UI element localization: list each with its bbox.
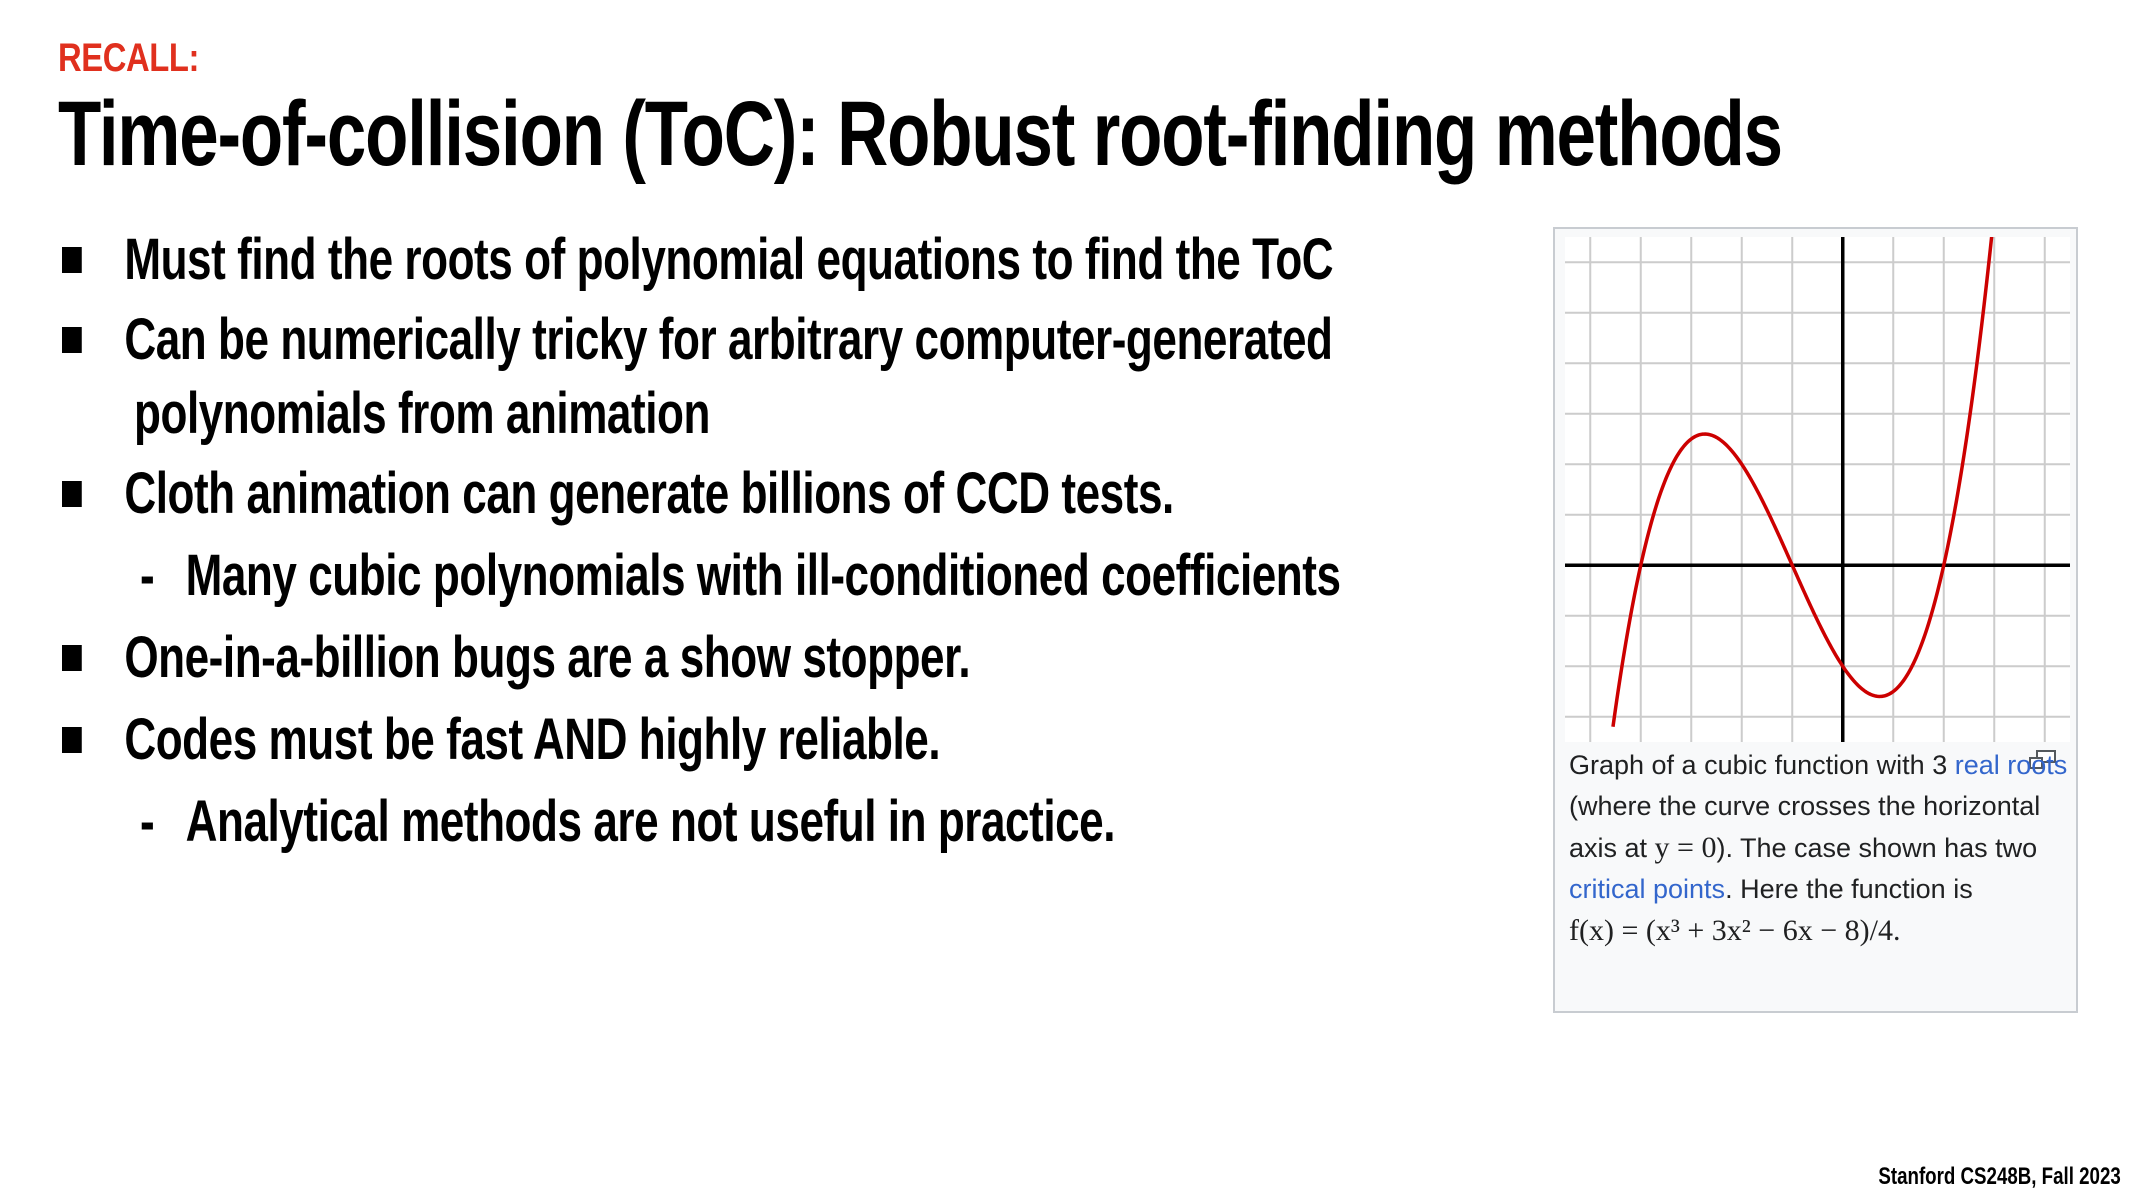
real-roots-link[interactable]: real roots [1954, 750, 2068, 780]
critical-points-link[interactable]: critical points [1569, 874, 1726, 904]
enlarge-icon[interactable] [2028, 749, 2058, 771]
square-bullet-icon [62, 644, 82, 671]
kicker: RECALL: [58, 36, 200, 80]
caption-text: ). The case shown has two [1716, 833, 2038, 863]
bullet-text: Can be numerically tricky for arbitrary … [124, 307, 1333, 372]
bullet-text: Analytical methods are not useful in pra… [185, 789, 1116, 854]
dash-bullet-icon: - [140, 789, 155, 854]
slide-title: Time-of-collision (ToC): Robust root-fin… [58, 83, 1783, 185]
caption-math: y = 0 [1654, 831, 1717, 864]
bullet-item: Codes must be fast AND highly reliable. [62, 702, 941, 778]
cubic-curve [1611, 237, 1994, 727]
figure-box: Graph of a cubic function with 3 real ro… [1553, 227, 2078, 1013]
bullet-text: Must find the roots of polynomial equati… [124, 227, 1334, 292]
bullet-item: One-in-a-billion bugs are a show stopper… [62, 620, 971, 696]
sub-bullet-item: - Many cubic polynomials with ill-conditi… [140, 538, 1341, 614]
bullet-text: Codes must be fast AND highly reliable. [124, 707, 941, 772]
caption-formula: f(x) = (x³ + 3x² − 6x − 8)/4. [1569, 914, 1901, 947]
caption-text: . Here the function is [1725, 874, 1973, 904]
axes [1565, 237, 2070, 742]
bullet-text: Many cubic polynomials with ill-conditio… [185, 543, 1341, 608]
dash-bullet-icon: - [140, 543, 155, 608]
square-bullet-icon [62, 326, 82, 353]
bullet-text: One-in-a-billion bugs are a show stopper… [124, 625, 971, 690]
square-bullet-icon [62, 480, 82, 507]
caption-text: (where the curve crosses the horizontal … [1569, 791, 2041, 863]
square-bullet-icon [62, 246, 82, 273]
bullet-item: Can be numerically tricky for arbitrary … [62, 302, 1333, 378]
cubic-graph [1565, 237, 2070, 742]
bullet-text: polynomials from animation [134, 381, 710, 446]
figure-caption: Graph of a cubic function with 3 real ro… [1569, 745, 2069, 952]
bullet-item: Cloth animation can generate billions of… [62, 456, 1174, 532]
square-bullet-icon [62, 726, 82, 753]
bullet-item: Must find the roots of polynomial equati… [62, 222, 1334, 298]
bullet-continuation: polynomials from animation [134, 376, 710, 452]
caption-text: Graph of a cubic function with 3 [1569, 750, 1955, 780]
grid-lines [1565, 237, 2070, 742]
bullet-text: Cloth animation can generate billions of… [124, 461, 1174, 526]
footer-credit: Stanford CS248B, Fall 2023 [1878, 1163, 2121, 1190]
sub-bullet-item: - Analytical methods are not useful in pr… [140, 784, 1116, 860]
